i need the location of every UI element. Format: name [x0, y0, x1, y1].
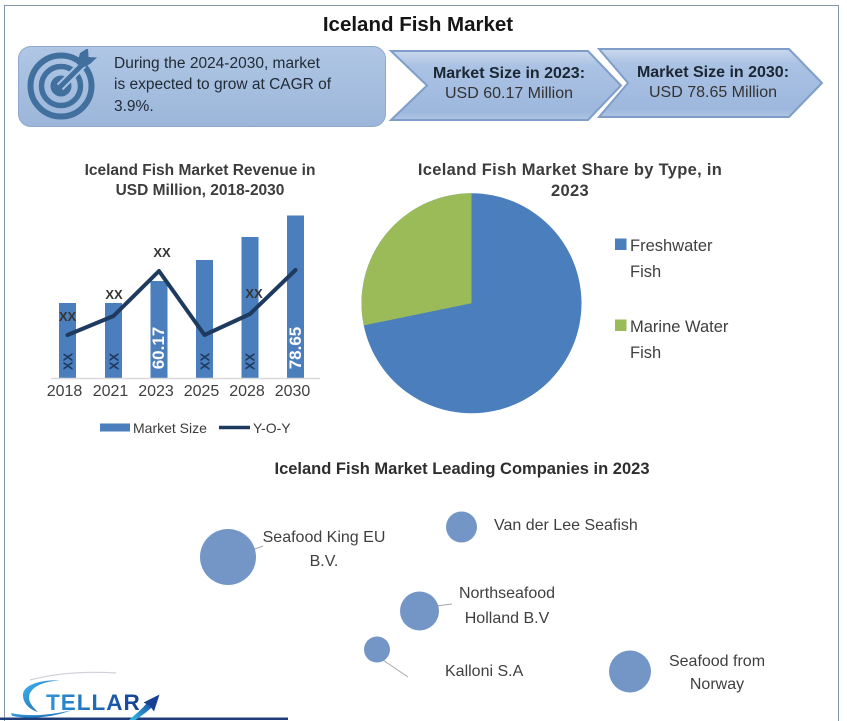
svg-text:TELLAR: TELLAR: [46, 690, 141, 715]
